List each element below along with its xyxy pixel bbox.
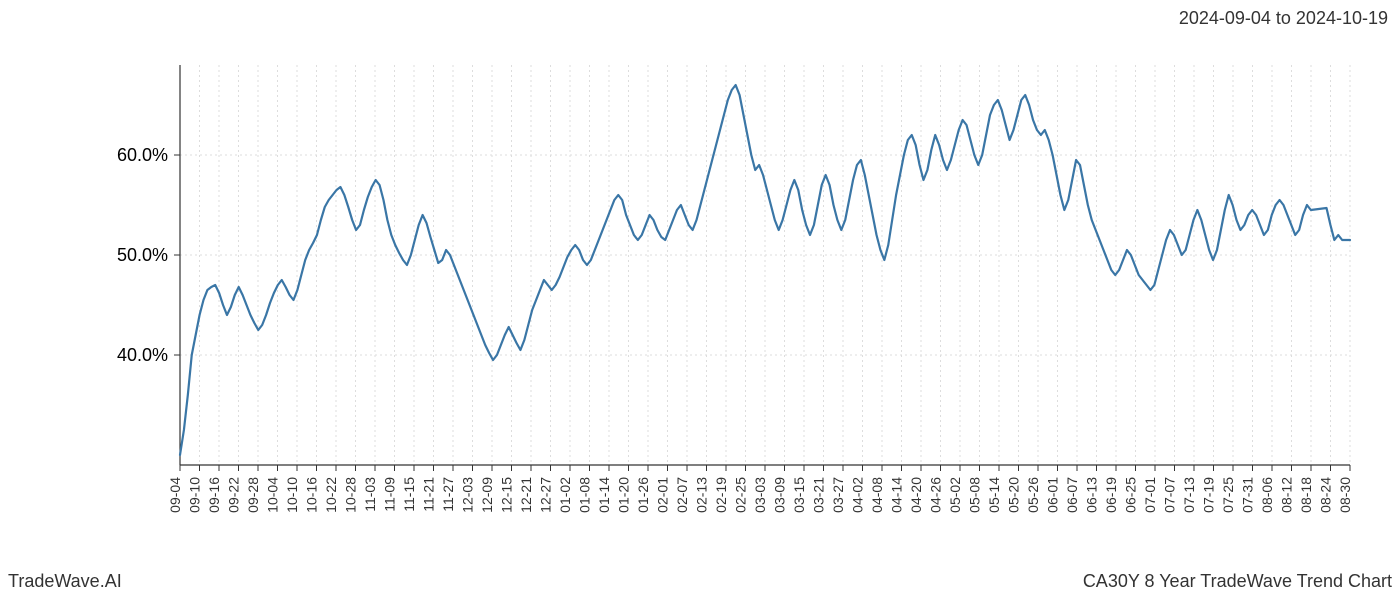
xtick-label: 05-08 — [967, 477, 983, 513]
xtick-label: 05-14 — [986, 477, 1002, 513]
ytick-label: 60.0% — [117, 145, 168, 165]
xtick-label: 12-21 — [518, 477, 534, 513]
xtick-label: 10-28 — [343, 477, 359, 513]
xtick-label: 04-26 — [928, 477, 944, 513]
xtick-label: 01-02 — [557, 477, 573, 513]
xtick-label: 03-09 — [772, 477, 788, 513]
xtick-label: 10-04 — [265, 477, 281, 513]
xtick-label: 04-08 — [869, 477, 885, 513]
xtick-label: 04-02 — [850, 477, 866, 513]
xtick-label: 06-07 — [1064, 477, 1080, 513]
trend-chart: 40.0% 50.0% 60.0% 09-0409-1009-1609-2209-28… — [0, 0, 1400, 600]
xtick-label: 07-07 — [1162, 477, 1178, 513]
xtick-label: 11-27 — [440, 477, 456, 512]
xtick-label: 02-25 — [733, 477, 749, 513]
ytick-label: 50.0% — [117, 245, 168, 265]
xtick-label: 02-07 — [674, 477, 690, 513]
xtick-label: 10-10 — [284, 477, 300, 513]
ytick-label: 40.0% — [117, 345, 168, 365]
xtick-label: 07-31 — [1240, 477, 1256, 513]
xtick-label: 01-14 — [596, 477, 612, 513]
xtick-label: 07-01 — [1142, 477, 1158, 513]
xtick-label: 07-13 — [1181, 477, 1197, 513]
xtick-label: 01-26 — [635, 477, 651, 513]
xtick-label: 02-19 — [713, 477, 729, 513]
xtick-label: 11-21 — [421, 477, 437, 512]
xtick-label: 12-15 — [499, 477, 515, 513]
xtick-label: 12-03 — [460, 477, 476, 513]
xtick-label: 08-24 — [1318, 477, 1334, 513]
xtick-label: 12-09 — [479, 477, 495, 513]
xtick-label: 02-13 — [694, 477, 710, 513]
xtick-label: 06-25 — [1123, 477, 1139, 513]
xtick-label: 10-16 — [304, 477, 320, 513]
xtick-label: 09-16 — [206, 477, 222, 513]
xtick-label: 11-09 — [382, 477, 398, 512]
xtick-label: 05-26 — [1025, 477, 1041, 513]
xtick-label: 01-08 — [577, 477, 593, 513]
xtick-label: 11-15 — [401, 477, 417, 512]
xtick-label: 06-13 — [1084, 477, 1100, 513]
xtick-label: 02-01 — [655, 477, 671, 513]
xtick-label: 08-06 — [1259, 477, 1275, 513]
xtick-label: 03-27 — [830, 477, 846, 513]
xtick-label: 08-30 — [1337, 477, 1353, 513]
xtick-label: 03-03 — [752, 477, 768, 513]
xtick-label: 11-03 — [362, 477, 378, 512]
xtick-label: 08-18 — [1298, 477, 1314, 513]
xtick-label: 07-19 — [1201, 477, 1217, 513]
xtick-label: 04-14 — [889, 477, 905, 513]
xtick-label: 09-10 — [187, 477, 203, 513]
xtick-label: 09-28 — [245, 477, 261, 513]
xtick-label: 03-15 — [791, 477, 807, 513]
xtick-label: 05-20 — [1006, 477, 1022, 513]
xtick-label: 12-27 — [538, 477, 554, 513]
xtick-label: 09-04 — [167, 477, 183, 513]
xtick-label: 09-22 — [226, 477, 242, 513]
xtick-label: 06-01 — [1045, 477, 1061, 513]
xtick-label: 01-20 — [616, 477, 632, 513]
xtick-label: 03-21 — [811, 477, 827, 513]
xtick-label: 07-25 — [1220, 477, 1236, 513]
xtick-label: 08-12 — [1279, 477, 1295, 513]
xtick-label: 06-19 — [1103, 477, 1119, 513]
xtick-label: 05-02 — [947, 477, 963, 513]
xtick-label: 10-22 — [323, 477, 339, 513]
xtick-label: 04-20 — [908, 477, 924, 513]
